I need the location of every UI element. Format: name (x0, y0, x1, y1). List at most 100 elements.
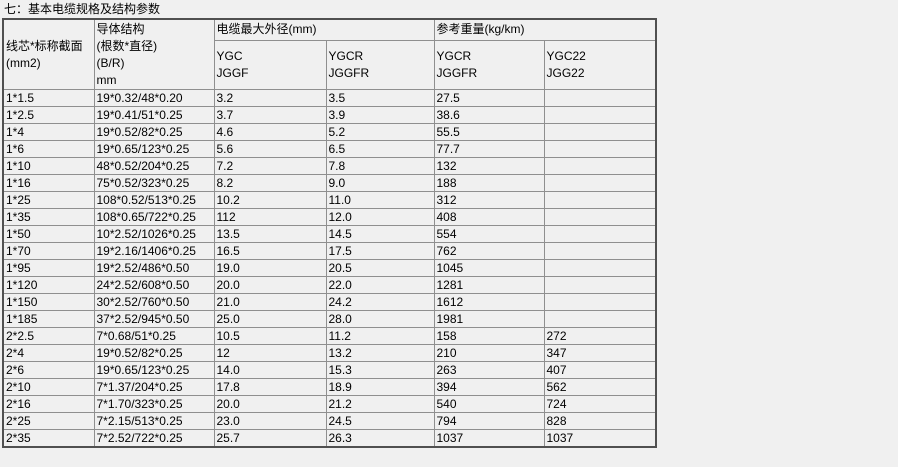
table-cell: 540 (433, 395, 545, 413)
table-cell (543, 276, 657, 294)
table-cell: 1*1.5 (2, 89, 95, 107)
table-cell: 28.0 (325, 310, 435, 328)
table-cell (543, 106, 657, 124)
table-cell: 19*2.52/486*0.50 (93, 259, 215, 277)
table-cell (543, 242, 657, 260)
table-cell: 20.5 (325, 259, 435, 277)
table-cell: 263 (433, 361, 545, 379)
table-cell: 20.0 (213, 276, 327, 294)
table-cell: 1045 (433, 259, 545, 277)
header-group-reference-weight: 参考重量(kg/km) (433, 18, 657, 41)
table-row: 1*185 37*2.52/945*0.50 25.0 28.0 1981 (2, 310, 657, 328)
table-cell: 21.2 (325, 395, 435, 413)
table-cell: 11.2 (325, 327, 435, 345)
table-cell: 37*2.52/945*0.50 (93, 310, 215, 328)
table-cell: 312 (433, 191, 545, 209)
table-cell: 1*95 (2, 259, 95, 277)
table-cell: 38.6 (433, 106, 545, 124)
table-cell: 19*2.16/1406*0.25 (93, 242, 215, 260)
table-cell: 7.2 (213, 157, 327, 175)
table-cell: 112 (213, 208, 327, 226)
table-cell: 10.5 (213, 327, 327, 345)
table-cell: 394 (433, 378, 545, 396)
table-cell: 2*25 (2, 412, 95, 430)
table-cell: 108*0.52/513*0.25 (93, 191, 215, 209)
table-cell (543, 310, 657, 328)
table-row: 1*1.5 19*0.32/48*0.20 3.2 3.5 27.5 (2, 89, 657, 107)
header-core-section: 线芯*标称截面 (mm2) (2, 18, 95, 90)
table-cell: 25.7 (213, 429, 327, 447)
table-cell: 1*185 (2, 310, 95, 328)
table-row: 1*150 30*2.52/760*0.50 21.0 24.2 1612 (2, 293, 657, 311)
table-cell: 19.0 (213, 259, 327, 277)
table-cell: 24.5 (325, 412, 435, 430)
table-cell (543, 293, 657, 311)
table-cell: 1*25 (2, 191, 95, 209)
table-cell: 48*0.52/204*0.25 (93, 157, 215, 175)
table-row: 2*10 7*1.37/204*0.25 17.8 18.9 394 562 (2, 378, 657, 396)
table-cell (543, 89, 657, 107)
table-cell: 20.0 (213, 395, 327, 413)
table-cell: 19*0.32/48*0.20 (93, 89, 215, 107)
table-cell: 1037 (543, 429, 657, 447)
table-cell: 1612 (433, 293, 545, 311)
table-row: 1*6 19*0.65/123*0.25 5.6 6.5 77.7 (2, 140, 657, 158)
header-ygcr-jggfr-weight: YGCR JGGFR (433, 39, 545, 91)
table-cell: 27.5 (433, 89, 545, 107)
table-cell (543, 259, 657, 277)
header-sub-row: YGC JGGF YGCR JGGFR YGCR JGGFR YGC22 JGG… (3, 39, 657, 91)
table-row: 2*25 7*2.15/513*0.25 23.0 24.5 794 828 (2, 412, 657, 430)
table-cell: 828 (543, 412, 657, 430)
table-cell: 794 (433, 412, 545, 430)
table-cell: 10.2 (213, 191, 327, 209)
table-cell: 1281 (433, 276, 545, 294)
table-cell: 4.6 (213, 123, 327, 141)
table-cell: 272 (543, 327, 657, 345)
table-cell: 132 (433, 157, 545, 175)
table-cell: 3.7 (213, 106, 327, 124)
table-cell: 1*120 (2, 276, 95, 294)
table-cell: 13.5 (213, 225, 327, 243)
table-body: 1*1.5 19*0.32/48*0.20 3.2 3.5 27.5 1*2.5 19*0.… (2, 89, 657, 447)
table-cell: 19*0.65/123*0.25 (93, 140, 215, 158)
table-row: 1*35 108*0.65/722*0.25 112 12.0 408 (2, 208, 657, 226)
table-cell: 6.5 (325, 140, 435, 158)
table-cell (543, 225, 657, 243)
table-cell: 2*16 (2, 395, 95, 413)
table-cell: 7*0.68/51*0.25 (93, 327, 215, 345)
table-cell: 19*0.52/82*0.25 (93, 123, 215, 141)
table-cell: 408 (433, 208, 545, 226)
table-row: 2*6 19*0.65/123*0.25 14.0 15.3 263 407 (2, 361, 657, 379)
table-cell: 108*0.65/722*0.25 (93, 208, 215, 226)
table-cell: 1981 (433, 310, 545, 328)
page-title: 七：基本电缆规格及结构参数 (4, 2, 161, 16)
table-cell: 1*4 (2, 123, 95, 141)
table-cell: 1*50 (2, 225, 95, 243)
table-cell: 210 (433, 344, 545, 362)
table-cell: 2*2.5 (2, 327, 95, 345)
table-cell: 9.0 (325, 174, 435, 192)
table-cell: 347 (543, 344, 657, 362)
table-cell: 2*10 (2, 378, 95, 396)
table-row: 2*16 7*1.70/323*0.25 20.0 21.2 540 724 (2, 395, 657, 413)
table-row: 2*2.5 7*0.68/51*0.25 10.5 11.2 158 272 (2, 327, 657, 345)
table-cell: 75*0.52/323*0.25 (93, 174, 215, 192)
table-cell: 762 (433, 242, 545, 260)
table-cell: 2*4 (2, 344, 95, 362)
table-row: 1*120 24*2.52/608*0.50 20.0 22.0 1281 (2, 276, 657, 294)
table-cell: 19*0.41/51*0.25 (93, 106, 215, 124)
table-cell: 8.2 (213, 174, 327, 192)
table-cell (543, 174, 657, 192)
table-cell: 26.3 (325, 429, 435, 447)
header-group-row: 线芯*标称截面 (mm2) 导体结构 (根数*直径) (B/R) mm 电缆最大… (2, 18, 657, 90)
table-cell: 1*10 (2, 157, 95, 175)
table-cell (543, 208, 657, 226)
table-row: 1*70 19*2.16/1406*0.25 16.5 17.5 762 (2, 242, 657, 260)
table-cell: 1*70 (2, 242, 95, 260)
table-cell: 724 (543, 395, 657, 413)
table-row: 1*16 75*0.52/323*0.25 8.2 9.0 188 (2, 174, 657, 192)
table-cell: 12.0 (325, 208, 435, 226)
table-cell: 562 (543, 378, 657, 396)
table-cell: 158 (433, 327, 545, 345)
table-cell: 17.5 (325, 242, 435, 260)
